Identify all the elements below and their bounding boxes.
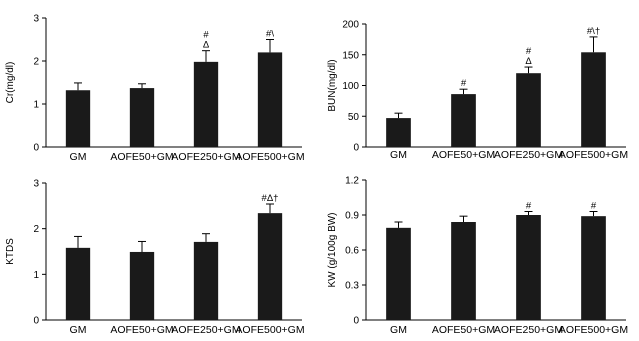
significance-marker: #Δ† — [262, 193, 279, 204]
bar-aofe250-gm — [516, 73, 541, 147]
bar-aofe500-gm — [257, 213, 283, 320]
category-label: AOFE250+GM — [171, 151, 240, 163]
significance-marker: # — [591, 201, 597, 212]
y-tick-label: 0 — [33, 316, 39, 327]
y-tick-label: 0 — [353, 143, 359, 154]
bar-aofe500-gm — [581, 216, 606, 320]
y-tick-label: 3 — [33, 179, 39, 190]
bar-aofe250-gm — [516, 215, 541, 320]
category-label: AOFE500+GM — [235, 151, 304, 163]
significance-marker: # — [203, 30, 209, 41]
category-label: GM — [390, 324, 407, 336]
y-tick-label: 0.6 — [345, 246, 359, 257]
bar-aofe250-gm — [193, 241, 219, 320]
significance-marker: #\† — [587, 26, 600, 37]
y-axis-label: Cr(mg/dl) — [5, 62, 16, 104]
significance-marker: # — [461, 78, 467, 89]
category-label: AOFE250+GM — [494, 149, 563, 161]
category-label: AOFE500+GM — [559, 324, 628, 336]
bar-gm — [65, 90, 91, 147]
bar-aofe500-gm — [257, 52, 283, 147]
category-label: AOFE500+GM — [235, 324, 304, 336]
y-axis-label: BUN(mg/dl) — [327, 59, 338, 111]
y-axis-label: KW (g/100g BW) — [327, 212, 338, 287]
category-label: AOFE250+GM — [494, 324, 563, 336]
category-label: GM — [70, 151, 87, 163]
significance-marker: Δ — [203, 40, 210, 51]
category-label: GM — [70, 324, 87, 336]
category-label: GM — [390, 149, 407, 161]
y-tick-label: 1 — [33, 100, 39, 111]
category-label: AOFE50+GM — [432, 324, 495, 336]
y-tick-label: 2 — [33, 224, 39, 235]
y-tick-label: 50 — [348, 112, 360, 123]
bar-gm — [386, 118, 411, 147]
y-tick-label: 0.3 — [345, 281, 359, 292]
chart-panel-2: 050100150200BUN(mg/dl)GM#AOFE50+GM#ΔAOFE… — [327, 20, 628, 162]
bar-gm — [65, 247, 91, 320]
y-tick-label: 150 — [342, 50, 359, 61]
category-label: AOFE50+GM — [432, 149, 495, 161]
y-tick-label: 0.9 — [345, 211, 359, 222]
significance-marker: # — [526, 46, 532, 57]
y-tick-label: 1.2 — [345, 176, 359, 187]
bar-aofe50-gm — [129, 251, 155, 320]
chart-panel-4: 0 0.3 0.6 0.9 1.2 KW (g/100g BW) GM AOFE50+GM # A… — [327, 176, 628, 337]
category-label: AOFE500+GM — [559, 149, 628, 161]
category-label: AOFE50+GM — [110, 151, 173, 163]
bar-aofe250-gm — [193, 61, 219, 147]
bar-aofe50-gm — [451, 94, 476, 147]
y-tick-label: 0 — [33, 143, 39, 154]
bar-aofe500-gm — [581, 52, 606, 147]
chart-panel-1: 0 1 2 3 Cr(mg/dl) GM AOFE50+GM #Δ AOFE250+GM #\ AO… — [5, 14, 305, 164]
bar-aofe50-gm — [129, 88, 155, 147]
significance-marker: # — [526, 201, 532, 212]
bar-gm — [386, 227, 411, 320]
significance-marker: Δ — [525, 56, 532, 67]
y-axis-label: KTDS — [5, 238, 16, 265]
y-tick-label: 3 — [33, 14, 39, 25]
significance-marker: #\ — [266, 29, 274, 40]
category-label: AOFE250+GM — [171, 324, 240, 336]
bar-aofe50-gm — [451, 222, 476, 320]
y-tick-label: 2 — [33, 57, 39, 68]
y-tick-label: 0 — [353, 316, 359, 327]
y-tick-label: 1 — [33, 270, 39, 281]
category-label: AOFE50+GM — [110, 324, 173, 336]
y-tick-label: 200 — [342, 20, 359, 31]
y-tick-label: 100 — [342, 81, 359, 92]
